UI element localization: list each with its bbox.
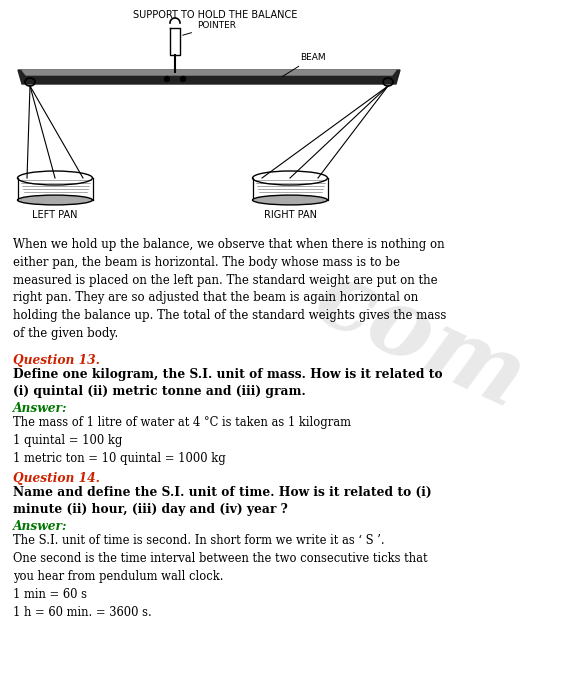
Text: Define one kilogram, the S.I. unit of mass. How is it related to
(i) quintal (ii: Define one kilogram, the S.I. unit of ma… xyxy=(13,368,443,398)
Polygon shape xyxy=(170,28,180,55)
Text: When we hold up the balance, we observe that when there is nothing on
either pan: When we hold up the balance, we observe … xyxy=(13,238,447,340)
Text: com: com xyxy=(301,253,539,427)
Text: Question 14.: Question 14. xyxy=(13,472,100,485)
Polygon shape xyxy=(18,70,400,84)
Text: The mass of 1 litre of water at 4 °C is taken as 1 kilogram
1 quintal = 100 kg
1: The mass of 1 litre of water at 4 °C is … xyxy=(13,416,351,465)
Text: RIGHT PAN: RIGHT PAN xyxy=(263,210,316,220)
Ellipse shape xyxy=(17,195,92,205)
Ellipse shape xyxy=(253,195,328,205)
Text: The S.I. unit of time is second. In short form we write it as ‘ S ’.
One second : The S.I. unit of time is second. In shor… xyxy=(13,534,428,619)
Text: Answer:: Answer: xyxy=(13,402,68,415)
Text: Answer:: Answer: xyxy=(13,520,68,533)
Text: Name and define the S.I. unit of time. How is it related to (i)
minute (ii) hour: Name and define the S.I. unit of time. H… xyxy=(13,486,432,516)
Circle shape xyxy=(180,77,185,82)
Text: POINTER: POINTER xyxy=(183,21,236,35)
Text: SUPPORT TO HOLD THE BALANCE: SUPPORT TO HOLD THE BALANCE xyxy=(133,10,297,20)
Text: BEAM: BEAM xyxy=(282,53,325,77)
Text: Question 13.: Question 13. xyxy=(13,354,100,367)
Circle shape xyxy=(165,77,169,82)
Polygon shape xyxy=(22,70,396,75)
Text: LEFT PAN: LEFT PAN xyxy=(32,210,77,220)
